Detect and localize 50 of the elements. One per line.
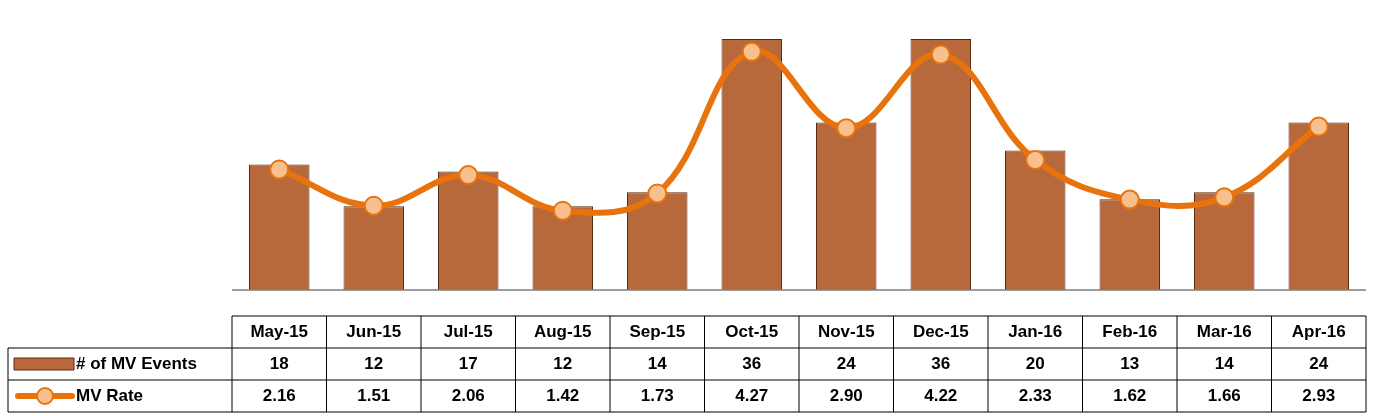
point <box>1308 116 1329 137</box>
point <box>1119 189 1140 210</box>
data-label: 1.51 <box>357 385 391 405</box>
data-label: 36 <box>742 353 762 373</box>
data-label: 12 <box>553 353 573 373</box>
x-tick-label: Mar-16 <box>1196 321 1252 341</box>
x-tick-label: Oct-15 <box>725 321 779 341</box>
data-label: 24 <box>836 353 857 373</box>
data-label: 24 <box>1309 353 1329 373</box>
data-label: 2.90 <box>829 385 863 405</box>
point <box>269 159 290 180</box>
x-tick-label: Dec-15 <box>912 321 969 341</box>
point <box>1214 187 1235 208</box>
point <box>458 165 479 186</box>
data-label: 1.42 <box>546 385 580 405</box>
legend-label: MV Rate <box>76 385 144 405</box>
point <box>363 195 384 216</box>
x-tick-label: Aug-15 <box>533 321 592 341</box>
x-tick-label: Apr-16 <box>1291 321 1346 341</box>
x-tick-label: Jan-16 <box>1008 321 1063 341</box>
point <box>930 44 951 65</box>
data-label: 17 <box>458 353 478 373</box>
x-tick-label: Nov-15 <box>817 321 875 341</box>
data-label: 2.93 <box>1302 385 1336 405</box>
data-label: 14 <box>1214 353 1235 373</box>
data-label: 2.16 <box>262 385 296 405</box>
x-tick-label: Sep-15 <box>629 321 686 341</box>
data-label: 1.62 <box>1113 385 1147 405</box>
data-label: 12 <box>364 353 384 373</box>
point <box>552 200 573 221</box>
data-label: 1.66 <box>1207 385 1241 405</box>
data-label: 1.73 <box>640 385 674 405</box>
legend-label: # of MV Events <box>76 353 197 373</box>
x-tick-label: Jun-15 <box>346 321 402 341</box>
point <box>741 41 762 62</box>
data-label: 14 <box>647 353 668 373</box>
x-tick-label: Feb-16 <box>1102 321 1158 341</box>
point <box>647 183 668 204</box>
point <box>836 118 857 139</box>
data-label: 4.27 <box>735 385 769 405</box>
data-label: 2.33 <box>1018 385 1052 405</box>
data-label: 13 <box>1120 353 1140 373</box>
data-label: 36 <box>931 353 951 373</box>
x-tick-label: Jul-15 <box>443 321 493 341</box>
data-label: 4.22 <box>924 385 958 405</box>
data-label: 2.06 <box>451 385 485 405</box>
x-tick-label: May-15 <box>250 321 309 341</box>
data-label: 20 <box>1025 353 1045 373</box>
point <box>1025 149 1046 170</box>
data-label: 18 <box>269 353 289 373</box>
